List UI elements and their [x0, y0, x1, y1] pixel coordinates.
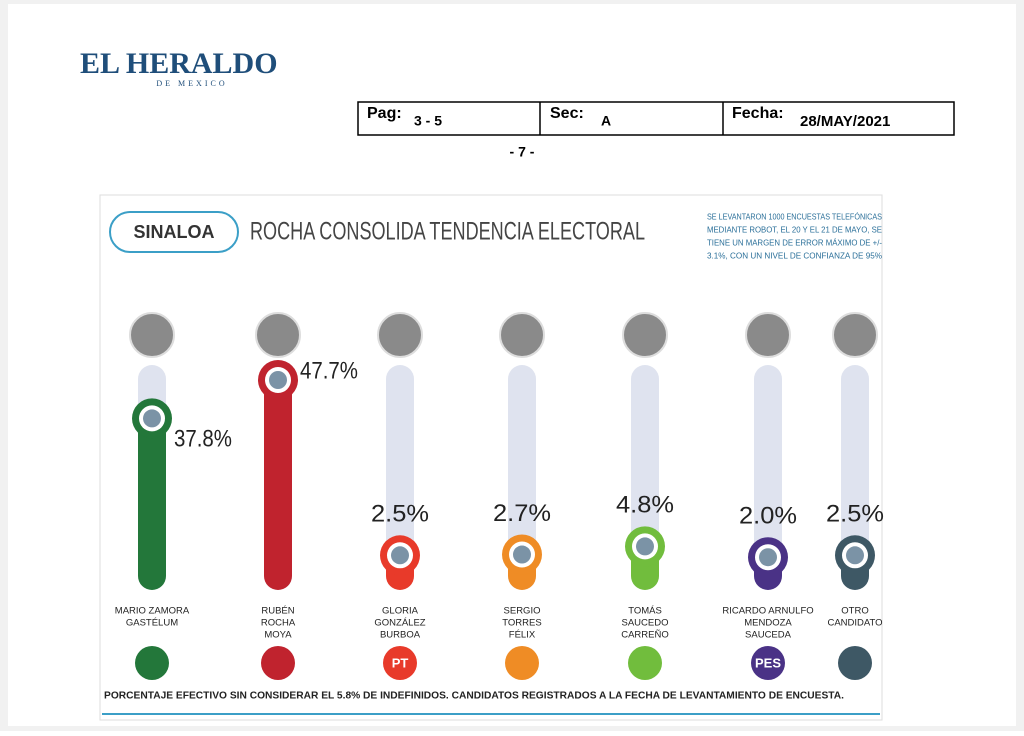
sec-label: Sec:	[550, 105, 584, 122]
track	[508, 365, 536, 590]
candidate-name: MENDOZA	[744, 618, 792, 629]
candidate-name: CANDIDATO	[827, 618, 882, 629]
bar-cap-dot	[269, 371, 287, 389]
chart-panel	[99, 194, 883, 721]
pag: 3 - 5	[414, 113, 442, 129]
value-label: 2.5%	[826, 501, 884, 528]
chart-title: ROCHA CONSOLIDA TENDENCIA ELECTORAL	[250, 218, 645, 246]
candidate-name: TOMÁS	[628, 606, 662, 617]
party-logo	[751, 646, 785, 680]
party-logo	[838, 646, 872, 680]
party-logo	[383, 646, 417, 680]
sec: A	[601, 113, 611, 129]
candidate-name: RUBÉN	[261, 606, 294, 617]
page-number: - 7 -	[510, 144, 535, 160]
value-label: 47.7%	[300, 357, 358, 384]
bar-cap-dot	[759, 548, 777, 567]
candidate-name: GLORIA	[382, 606, 419, 617]
method-note: 3.1%, CON UN NIVEL DE CONFIANZA DE 95%	[707, 250, 882, 260]
candidate-name: MOYA	[264, 630, 292, 641]
track	[386, 365, 414, 590]
candidate-name: MARIO ZAMORA	[115, 606, 190, 617]
bar	[138, 418, 166, 590]
candidate-name: CARREÑO	[621, 630, 669, 641]
photo	[255, 312, 301, 358]
method-note: MEDIANTE ROBOT, EL 20 Y EL 21 DE MAYO, S…	[707, 224, 882, 234]
photo	[499, 312, 545, 358]
photo	[832, 312, 878, 358]
value-label: 2.5%	[371, 501, 429, 528]
track	[841, 365, 869, 590]
candidate-name: GONZÁLEZ	[374, 618, 425, 629]
candidate-name: OTRO	[841, 606, 868, 617]
masthead-sub: DE MEXICO	[156, 79, 227, 88]
candidate-name: SAUCEDA	[745, 630, 792, 641]
candidate-name: SAUCEDO	[622, 618, 669, 629]
candidate-name: TORRES	[502, 618, 541, 629]
candidate-name: GASTÉLUM	[126, 618, 178, 629]
bar-cap-dot	[391, 546, 409, 565]
bar-cap-dot	[846, 546, 864, 565]
value-label: 2.0%	[739, 503, 797, 530]
party-logo	[261, 646, 295, 680]
party-logo	[505, 646, 539, 680]
bar	[264, 380, 292, 590]
method-note: TIENE UN MARGEN DE ERROR MÁXIMO DE +/-	[707, 237, 882, 247]
candidate-name: RICARDO ARNULFO	[722, 606, 813, 617]
bar-cap-dot	[636, 537, 654, 556]
candidate-name: ROCHA	[261, 618, 296, 629]
pag-label: Pag:	[367, 105, 402, 122]
candidate-name: FÉLIX	[509, 630, 536, 641]
badge-text: SINALOA	[134, 222, 215, 242]
photo	[622, 312, 668, 358]
value-label: 2.7%	[493, 500, 551, 527]
party-label: PES	[755, 655, 781, 670]
masthead: EL HERALDO	[80, 47, 278, 80]
value-label: 4.8%	[616, 492, 674, 519]
value-label: 37.8%	[174, 426, 232, 453]
fecha: 28/MAY/2021	[800, 113, 890, 130]
track	[754, 365, 782, 590]
candidate-name: BURBOA	[380, 630, 421, 641]
method-note: SE LEVANTARON 1000 ENCUESTAS TELEFÓNICAS	[707, 211, 882, 221]
footnote: PORCENTAJE EFECTIVO SIN CONSIDERAR EL 5.…	[104, 691, 844, 702]
bar-cap-dot	[513, 545, 531, 564]
badge	[109, 211, 239, 253]
photo	[745, 312, 791, 358]
bar-cap-dot	[143, 409, 161, 428]
party-logo	[135, 646, 169, 680]
party-label: PT	[392, 655, 409, 670]
party-logo	[628, 646, 662, 680]
photo	[377, 312, 423, 358]
info-box	[357, 101, 955, 136]
candidate-name: SERGIO	[504, 606, 541, 617]
photo	[129, 312, 175, 358]
fecha-label: Fecha:	[732, 105, 784, 122]
